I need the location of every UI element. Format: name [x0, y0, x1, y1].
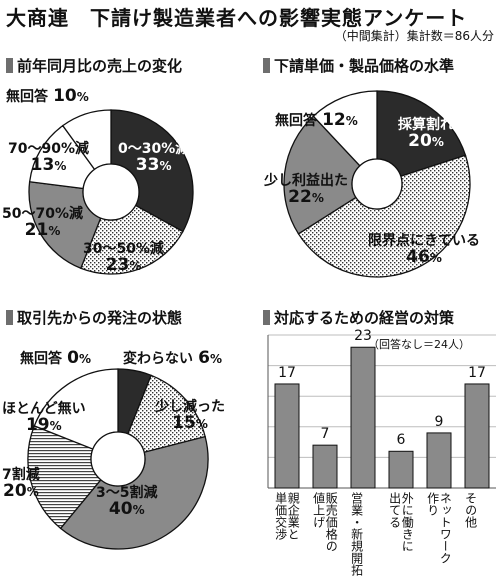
pie-percent-sign: % — [78, 352, 91, 366]
bar-4 — [426, 432, 452, 489]
bar-3 — [388, 450, 414, 489]
pie-value: 40 — [108, 498, 133, 519]
bar-category-label: 外に働きに 出てる — [387, 492, 415, 552]
pie-percent-sign: % — [76, 90, 89, 104]
pie-category: 少し減った — [155, 399, 225, 415]
pie-percent-sign: % — [311, 190, 324, 205]
pie-percent-sign: % — [431, 134, 444, 149]
pie-value: 13 — [30, 154, 55, 175]
pie-percent-sign: % — [129, 258, 142, 273]
pie-label: 0〜30%減 33% — [118, 140, 189, 175]
page-title: 大商連 下請け製造業者への影響実態アンケート — [6, 6, 468, 30]
pie-percent-sign: % — [26, 484, 39, 499]
section-marker — [263, 310, 270, 325]
pie-value: 12 — [322, 110, 346, 130]
pie-category: 採算割れ — [398, 117, 454, 133]
bar-value-label: 9 — [434, 413, 444, 430]
pie-percent-sign: % — [49, 418, 62, 433]
pie-value: 46 — [406, 246, 430, 267]
pie-label: 7割減 20% — [2, 466, 40, 501]
pie-value: 20 — [408, 130, 432, 151]
pie-category: 少し利益出た — [264, 173, 348, 189]
pie-category: 3〜5割減 — [96, 485, 158, 501]
chart1-title: 前年同月比の売上の変化 — [17, 57, 183, 75]
section-marker — [6, 58, 13, 73]
pie-category: 変わらない — [123, 351, 193, 367]
bar-note: （回答なし＝24人） — [368, 338, 470, 351]
pie-percent-sign: % — [209, 352, 222, 366]
bar-category-label: 親企業と 単価交渉 — [273, 492, 301, 540]
pie-percent-sign: % — [159, 158, 172, 173]
pie-label: 少し利益出た 22% — [264, 172, 348, 207]
donut-hole — [82, 163, 140, 221]
pie-label: 無回答 10% — [6, 86, 89, 106]
pie-value: 20 — [3, 480, 27, 501]
pie-value: 10 — [53, 86, 77, 106]
pie-category: 限界点にきている — [368, 233, 480, 249]
pie-category: 無回答 — [20, 351, 62, 367]
pie-category: 無回答 — [275, 113, 317, 129]
pie-label: 70〜90%減 13% — [8, 140, 89, 175]
pie-label: 限界点にきている 46% — [368, 232, 480, 267]
chart2-title: 下請単価・製品価格の水準 — [274, 57, 455, 75]
pie-value: 15 — [172, 412, 196, 433]
pie-value: 19 — [25, 414, 50, 435]
bar-5 — [464, 383, 490, 489]
donut-hole — [351, 158, 403, 210]
bar-0 — [274, 383, 300, 489]
donut-hole — [90, 431, 146, 487]
pie-percent-sign: % — [54, 158, 67, 173]
bar-value-label: 17 — [468, 364, 486, 381]
pie-category: 0〜30%減 — [118, 141, 190, 157]
bar-category-label: ネットワーク 作り — [425, 492, 453, 564]
chart3-title: 取引先からの発注の状態 — [17, 309, 183, 327]
bar-category-label: 販売価格の 値上げ — [311, 492, 339, 552]
pie-value: 33 — [135, 154, 160, 175]
section-marker — [263, 58, 270, 73]
pie-category: 70〜90%減 — [8, 141, 89, 157]
section-sales-change: 前年同月比の売上の変化 — [6, 55, 182, 76]
pie-label: ほとんど無い 19% — [2, 400, 86, 435]
pie-percent-sign: % — [345, 114, 358, 128]
pie-category: 50〜70%減 — [2, 206, 83, 222]
pie-label: 採算割れ 20% — [398, 116, 454, 151]
pie-category: 7割減 — [2, 467, 40, 483]
pie-label: 変わらない 6% — [123, 348, 222, 368]
pie-label: 3〜5割減 40% — [96, 484, 157, 519]
pie-label: 無回答 0% — [20, 348, 91, 368]
pie-category: ほとんど無い — [2, 401, 86, 417]
section-price-level: 下請単価・製品価格の水準 — [263, 55, 454, 76]
pie-value: 22 — [288, 186, 312, 207]
bar-2 — [350, 346, 376, 489]
pie-category: 無回答 — [6, 89, 48, 105]
pie-value: 23 — [105, 254, 130, 275]
bar-category-label: 営業・新規開拓 — [349, 492, 364, 576]
section-orders: 取引先からの発注の状態 — [6, 307, 182, 328]
bar-value-label: 23 — [354, 328, 372, 345]
pie-percent-sign: % — [195, 416, 208, 431]
bar-category-label: その他 — [463, 492, 478, 528]
pie-label: 50〜70%減 21% — [2, 205, 83, 240]
survey-note: （中間集計）集計数＝86人分 — [334, 29, 494, 43]
bar-value-label: 7 — [320, 426, 330, 443]
bar-value-label: 17 — [278, 364, 296, 381]
pie-value: 6 — [198, 348, 210, 368]
pie-percent-sign: % — [132, 502, 145, 517]
pie-label: 無回答 12% — [275, 110, 358, 130]
pie-value: 0 — [67, 348, 79, 368]
bar-1 — [312, 444, 338, 489]
pie-label: 少し減った 15% — [155, 398, 225, 433]
chart4-title: 対応するための経営の対策 — [274, 309, 455, 327]
pie-label: 30〜50%減 23% — [83, 240, 164, 275]
section-marker — [6, 310, 13, 325]
bar-value-label: 6 — [396, 432, 406, 449]
pie-category: 30〜50%減 — [83, 241, 164, 257]
section-measures: 対応するための経営の対策 — [263, 307, 454, 328]
pie-percent-sign: % — [48, 223, 61, 238]
pie-value: 21 — [24, 219, 49, 240]
pie-percent-sign: % — [429, 250, 442, 265]
